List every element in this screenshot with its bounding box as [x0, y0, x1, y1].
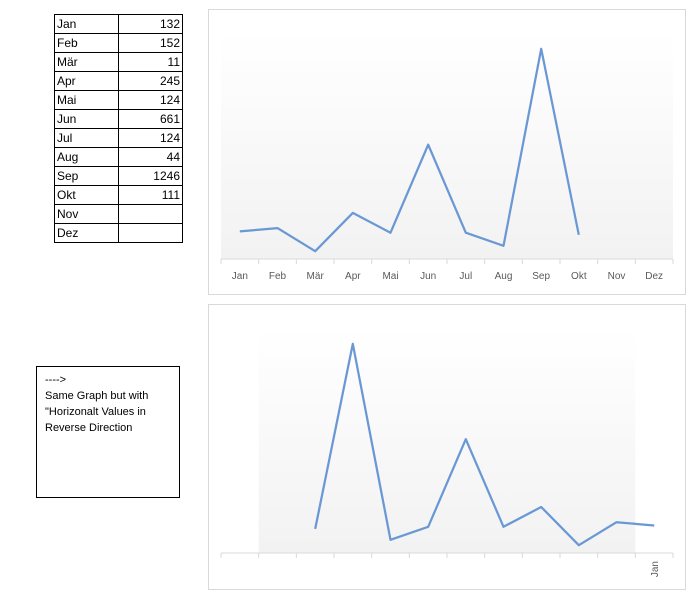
- value-cell[interactable]: 124: [118, 90, 183, 110]
- chart-svg: Jan: [220, 327, 674, 577]
- line-chart-normal[interactable]: Jan Feb Mär Apr Mai Jun Jul Aug Sep Okt Nov Dez: [208, 9, 686, 295]
- month-cell[interactable]: Nov: [54, 204, 119, 224]
- x-tick-label: Aug: [495, 271, 513, 282]
- table-row: Mai 124: [54, 90, 183, 110]
- month-cell[interactable]: Feb: [54, 33, 119, 53]
- table-row: Sep 1246: [54, 166, 183, 186]
- x-tick-label: Mär: [307, 271, 325, 282]
- x-tick-label: Apr: [345, 271, 361, 282]
- month-cell[interactable]: Dez: [54, 223, 119, 243]
- x-tick-label: Feb: [269, 271, 287, 282]
- x-tick-label: Jul: [459, 271, 472, 282]
- month-cell[interactable]: Okt: [54, 185, 119, 205]
- value-cell[interactable]: 124: [118, 128, 183, 148]
- table-row: Nov: [54, 204, 183, 224]
- table-row: Aug 44: [54, 147, 183, 167]
- value-cell[interactable]: 11: [118, 52, 183, 72]
- table-row: Feb 152: [54, 33, 183, 53]
- month-cell[interactable]: Jul: [54, 128, 119, 148]
- series-line: [239, 47, 580, 253]
- note-line: Reverse Direction: [45, 422, 133, 434]
- note-line: ---->: [45, 374, 67, 386]
- value-cell[interactable]: [118, 223, 183, 243]
- table-row: Dez: [54, 223, 183, 243]
- line-chart-reversed[interactable]: Jan: [208, 304, 686, 590]
- x-tick-label: Jun: [420, 271, 436, 282]
- value-cell[interactable]: 111: [118, 185, 183, 205]
- x-tick-label: Jan: [232, 271, 248, 282]
- value-cell[interactable]: 152: [118, 33, 183, 53]
- x-tick-label: Sep: [532, 271, 550, 282]
- chart-svg: Jan Feb Mär Apr Mai Jun Jul Aug Sep Okt Nov Dez: [220, 32, 674, 282]
- series-line: [314, 342, 655, 547]
- value-cell[interactable]: 661: [118, 109, 183, 129]
- value-cell[interactable]: 1246: [118, 166, 183, 186]
- note-box: ----> Same Graph but with "Horizonalt Va…: [36, 366, 180, 498]
- value-cell[interactable]: 132: [118, 14, 183, 34]
- data-table: Jan 132 Feb 152 Mär 11 Apr 245 Mai 124 Jun 661 Jul 12…: [54, 14, 183, 243]
- table-row: Jul 124: [54, 128, 183, 148]
- table-row: Apr 245: [54, 71, 183, 91]
- note-line: "Horizonalt Values in: [45, 406, 146, 418]
- plot-area: [258, 327, 636, 553]
- month-cell[interactable]: Mai: [54, 90, 119, 110]
- x-tick-label: Jan: [650, 561, 661, 577]
- table-row: Okt 111: [54, 185, 183, 205]
- table-row: Mär 11: [54, 52, 183, 72]
- x-tick-label: Nov: [608, 271, 626, 282]
- value-cell[interactable]: [118, 204, 183, 224]
- value-cell[interactable]: 245: [118, 71, 183, 91]
- note-line: Same Graph but with: [45, 390, 149, 402]
- x-tick-label: Okt: [571, 271, 587, 282]
- month-cell[interactable]: Aug: [54, 147, 119, 167]
- month-cell[interactable]: Jan: [54, 14, 119, 34]
- month-cell[interactable]: Mär: [54, 52, 119, 72]
- month-cell[interactable]: Apr: [54, 71, 119, 91]
- x-tick-label: Dez: [645, 271, 663, 282]
- month-cell[interactable]: Sep: [54, 166, 119, 186]
- plot-area: [221, 32, 673, 259]
- x-tick-label: Mai: [382, 271, 398, 282]
- value-cell[interactable]: 44: [118, 147, 183, 167]
- table-row: Jan 132: [54, 14, 183, 34]
- table-row: Jun 661: [54, 109, 183, 129]
- month-cell[interactable]: Jun: [54, 109, 119, 129]
